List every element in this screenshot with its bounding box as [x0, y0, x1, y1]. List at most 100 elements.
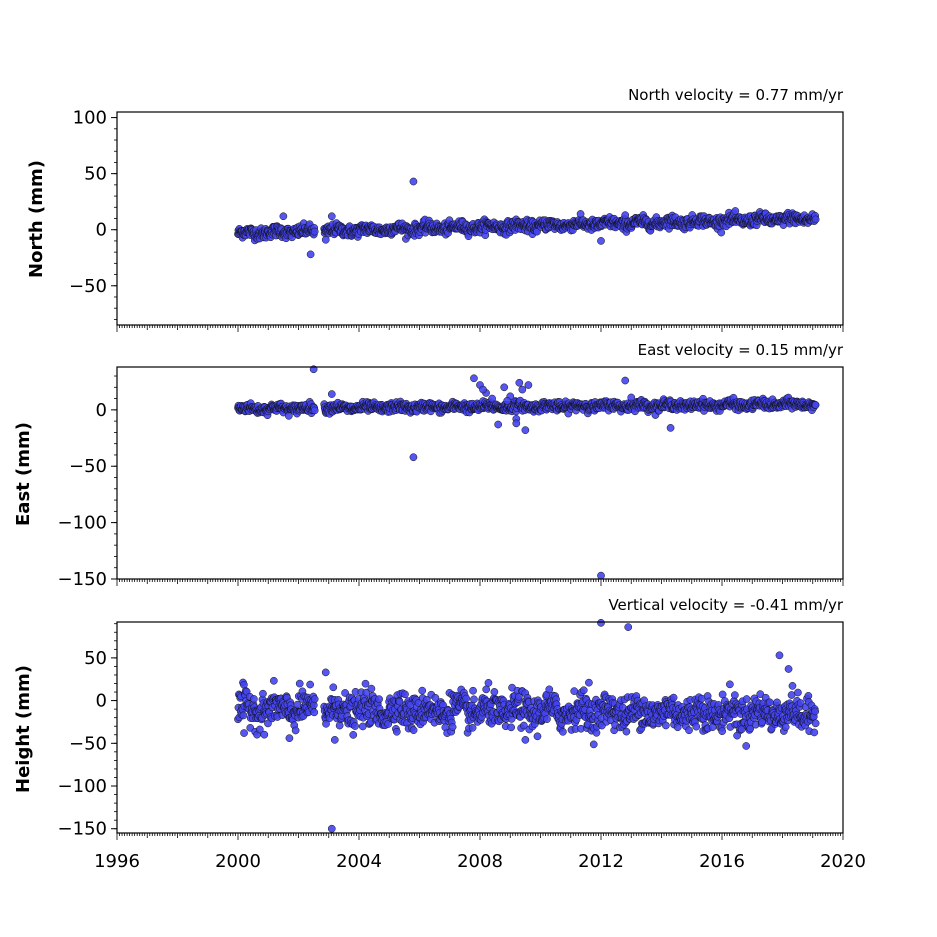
- y-tick-label: 50: [84, 648, 107, 669]
- data-point: [515, 378, 524, 387]
- data-point: [494, 420, 502, 429]
- data-point: [409, 453, 418, 462]
- data-point: [250, 695, 258, 703]
- data-point: [395, 697, 404, 706]
- data-point: [597, 619, 605, 627]
- data-point: [310, 406, 319, 415]
- data-point: [310, 708, 319, 717]
- data-point: [291, 726, 300, 735]
- height-panel-title: Vertical velocity = -0.41 mm/yr: [608, 596, 843, 614]
- data-point: [685, 726, 693, 735]
- data-point: [240, 729, 248, 737]
- data-point: [597, 237, 605, 245]
- data-point: [811, 401, 820, 409]
- y-tick-label: −100: [58, 776, 107, 797]
- y-tick-label: −150: [58, 569, 107, 590]
- data-point: [469, 686, 477, 695]
- data-point: [349, 731, 358, 739]
- data-point: [733, 731, 741, 740]
- data-point: [545, 685, 554, 694]
- north-panel-title: North velocity = 0.77 mm/yr: [628, 86, 844, 104]
- data-point: [484, 679, 493, 687]
- data-point: [794, 688, 802, 697]
- data-point: [500, 383, 509, 392]
- data-point: [543, 715, 551, 723]
- data-point: [775, 651, 784, 660]
- x-tick-label: 1996: [94, 851, 140, 872]
- data-point: [285, 734, 294, 743]
- data-point: [295, 679, 304, 688]
- north-y-axis-label: North (mm): [26, 160, 47, 278]
- data-point: [321, 235, 330, 244]
- data-point: [259, 689, 267, 698]
- data-point: [811, 707, 820, 716]
- y-tick-label: −150: [58, 819, 107, 840]
- data-point: [392, 727, 401, 736]
- x-tick-label: 2004: [336, 851, 382, 872]
- data-point: [260, 730, 269, 739]
- data-point: [367, 684, 376, 693]
- y-tick-label: 100: [73, 108, 107, 129]
- data-point: [409, 177, 418, 186]
- data-point: [811, 719, 820, 728]
- data-point: [742, 742, 751, 750]
- data-point: [375, 695, 383, 704]
- data-point: [351, 722, 359, 730]
- data-point: [788, 682, 797, 690]
- data-point: [448, 723, 457, 731]
- data-point: [310, 695, 319, 703]
- data-point: [765, 698, 774, 707]
- data-point: [306, 250, 315, 259]
- data-point: [524, 381, 533, 389]
- data-point: [329, 683, 338, 692]
- data-point: [669, 693, 678, 702]
- data-point: [621, 376, 630, 385]
- data-points: [234, 619, 820, 833]
- data-point: [533, 732, 542, 741]
- data-point: [666, 424, 675, 432]
- height-panel: Vertical velocity = -0.41 mm/yr Height (…: [13, 596, 866, 872]
- data-point: [662, 721, 670, 730]
- y-tick-label: −100: [58, 513, 107, 534]
- data-point: [731, 691, 739, 699]
- data-point: [279, 212, 288, 221]
- data-point: [269, 676, 278, 685]
- data-point: [810, 728, 819, 737]
- data-point: [503, 396, 512, 405]
- data-point: [482, 685, 491, 694]
- data-point: [488, 394, 496, 403]
- data-point: [717, 228, 726, 237]
- data-point: [321, 668, 330, 677]
- data-point: [585, 678, 593, 687]
- data-points: [234, 365, 820, 579]
- data-point: [507, 723, 516, 732]
- data-point: [239, 711, 248, 720]
- data-point: [310, 227, 319, 236]
- east-y-axis-label: East (mm): [13, 422, 34, 526]
- data-point: [327, 824, 336, 833]
- x-tick-label: 2000: [215, 851, 261, 872]
- x-tick-label: 2008: [457, 851, 503, 872]
- data-point: [490, 688, 499, 696]
- data-point: [589, 740, 598, 749]
- data-point: [418, 686, 427, 695]
- y-tick-label: 0: [96, 220, 107, 241]
- data-point: [361, 679, 370, 688]
- data-point: [718, 727, 727, 736]
- data-point: [781, 723, 790, 731]
- y-tick-label: 50: [84, 164, 107, 185]
- data-point: [327, 212, 336, 221]
- y-tick-label: −50: [69, 456, 107, 477]
- north-panel: North velocity = 0.77 mm/yr North (mm) 1…: [26, 86, 844, 332]
- data-point: [479, 385, 487, 394]
- data-point: [468, 723, 477, 732]
- data-point: [624, 623, 633, 631]
- data-point: [579, 686, 588, 695]
- east-panel: East velocity = 0.15 mm/yr East (mm) 0 −5…: [13, 341, 844, 590]
- data-point: [521, 736, 530, 744]
- data-point: [621, 211, 630, 219]
- data-point: [512, 419, 521, 428]
- data-point: [726, 680, 734, 689]
- height-y-axis-label: Height (mm): [13, 665, 34, 793]
- data-point: [306, 680, 314, 689]
